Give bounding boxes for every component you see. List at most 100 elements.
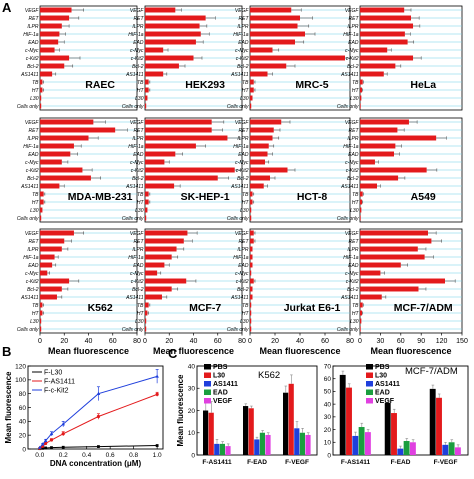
category-label-ret: RET xyxy=(134,16,145,22)
bar-f-ead-ead xyxy=(403,441,410,455)
bar-l30 xyxy=(250,207,252,213)
category-label-ead: EAD xyxy=(28,263,39,269)
bar-ilpr xyxy=(145,135,228,141)
category-label-ilpr: ILPR xyxy=(132,247,144,253)
bar-cells-only xyxy=(145,103,147,109)
category-label-as1411: AS1411 xyxy=(230,295,249,301)
subplot-mcf-7: VEGF RET ILPR HIF-1a EAD c-Myc c-Kit2 Bcl-2 AS14… xyxy=(122,228,246,356)
category-label-ht: HT xyxy=(242,88,250,94)
bar-f-vegf-l30 xyxy=(288,383,294,455)
category-label-ilpr: ILPR xyxy=(347,24,359,30)
category-label-cells-only: Cells only xyxy=(227,327,249,333)
y-tick-label: 120 xyxy=(15,363,26,370)
bar-as1411 xyxy=(145,71,164,77)
bar-l30 xyxy=(360,207,362,213)
data-point-f-l30 xyxy=(41,446,45,450)
bar-bcl-2 xyxy=(250,175,270,181)
category-label-ret: RET xyxy=(29,239,40,245)
bar-c-myc xyxy=(40,159,62,165)
category-label-ead: EAD xyxy=(348,263,359,269)
bar-tb xyxy=(250,79,254,85)
bar-tb xyxy=(145,79,149,85)
category-label-hif-1a: HIF-1a xyxy=(128,32,144,38)
y-tick-label: 50 xyxy=(324,389,332,396)
bar-ilpr xyxy=(250,135,273,141)
category-label-ead: EAD xyxy=(348,40,359,46)
x-tick-label: 0.6 xyxy=(106,452,115,459)
category-label-l30: L30 xyxy=(135,208,144,214)
data-point-f-c-kit2 xyxy=(155,374,159,378)
legend-label-l30: L30 xyxy=(375,373,387,380)
bar-hif-1a xyxy=(40,31,60,37)
bar-f-vegf-vegf xyxy=(305,434,311,455)
legend-swatch-vegf xyxy=(366,398,373,404)
bar-cells-only xyxy=(360,215,361,221)
bar-ret xyxy=(250,127,274,133)
category-label-cells-only: Cells only xyxy=(17,104,39,110)
bar-tb xyxy=(40,79,43,85)
bar-f-vegf-pbs xyxy=(283,392,289,455)
subplot-title: A549 xyxy=(411,191,436,203)
bar-c-kit2 xyxy=(145,167,235,173)
bar-as1411 xyxy=(250,294,253,300)
bar-f-ead-l30 xyxy=(391,413,397,455)
bar-f-as1411-vegf xyxy=(364,432,371,455)
legend-label-vegf: VEGF xyxy=(213,398,233,405)
category-label-vegf: VEGF xyxy=(235,231,250,237)
bar-hif-1a xyxy=(40,254,55,260)
bar-ead xyxy=(250,262,253,268)
data-point-f-c-kit2 xyxy=(49,431,54,436)
legend-label-ead: EAD xyxy=(213,390,228,397)
bar-cells-only xyxy=(250,103,252,109)
bar-l30 xyxy=(145,318,147,324)
category-label-bcl-2: Bcl-2 xyxy=(132,176,144,182)
category-label-ilpr: ILPR xyxy=(27,24,39,30)
bar-c-myc xyxy=(360,270,381,276)
category-label-ret: RET xyxy=(29,128,40,134)
category-label-bcl-2: Bcl-2 xyxy=(237,176,249,182)
legend-label-l30: L30 xyxy=(213,373,225,380)
category-label-ht: HT xyxy=(32,200,40,206)
category-label-cells-only: Cells only xyxy=(337,327,359,333)
y-tick-label: 20 xyxy=(324,427,332,434)
category-label-c-myc: c-Myc xyxy=(25,160,39,166)
legend-swatch-pbs xyxy=(204,364,211,370)
legend-label-as1411: AS1411 xyxy=(375,381,400,388)
category-label-l30: L30 xyxy=(30,208,39,214)
bar-ht xyxy=(145,310,148,316)
category-label-c-myc: c-Myc xyxy=(345,160,359,166)
bar-ret xyxy=(360,238,432,244)
category-label-ret: RET xyxy=(239,239,250,245)
category-label-hif-1a: HIF-1a xyxy=(128,255,144,261)
category-label-as1411: AS1411 xyxy=(20,295,39,301)
category-label-c-myc: c-Myc xyxy=(235,48,249,54)
x-tick-label: 80 xyxy=(133,338,141,345)
category-label-l30: L30 xyxy=(30,96,39,102)
category-label-tb: TB xyxy=(242,80,249,86)
bar-bcl-2 xyxy=(250,63,287,69)
subplot-mcf-7-adm: VEGF RET ILPR HIF-1a EAD c-Myc c-Kit2 Bcl-2 AS14… xyxy=(337,228,468,356)
y-tick-label: 30 xyxy=(324,414,332,421)
bar-c-myc xyxy=(250,159,265,165)
subplot-title: MCF-7/ADM xyxy=(394,302,453,314)
bar-ht xyxy=(250,310,252,316)
category-label-vegf: VEGF xyxy=(345,120,360,126)
bar-ilpr xyxy=(250,23,298,29)
category-label-vegf: VEGF xyxy=(235,120,250,126)
bar-l30 xyxy=(40,207,43,213)
bar-cells-only xyxy=(40,215,42,221)
data-point-f-l30 xyxy=(61,445,65,449)
bar-f-vegf-pbs xyxy=(429,388,436,455)
bar-f-ead-pbs xyxy=(384,402,391,455)
category-label-l30: L30 xyxy=(350,96,359,102)
category-label-c-kit2: c-Kit2 xyxy=(346,168,359,174)
category-label-f-ead: F-EAD xyxy=(391,459,411,466)
bar-ead xyxy=(40,151,71,157)
bar-ilpr xyxy=(40,246,62,252)
category-label-cells-only: Cells only xyxy=(17,216,39,222)
y-tick-label: 40 xyxy=(19,419,27,426)
category-label-l30: L30 xyxy=(135,96,144,102)
x-axis-label: DNA concentration (μM) xyxy=(50,459,142,468)
bar-f-as1411-as1411 xyxy=(214,443,220,455)
category-label-f-vegf: F-VEGF xyxy=(285,459,309,466)
